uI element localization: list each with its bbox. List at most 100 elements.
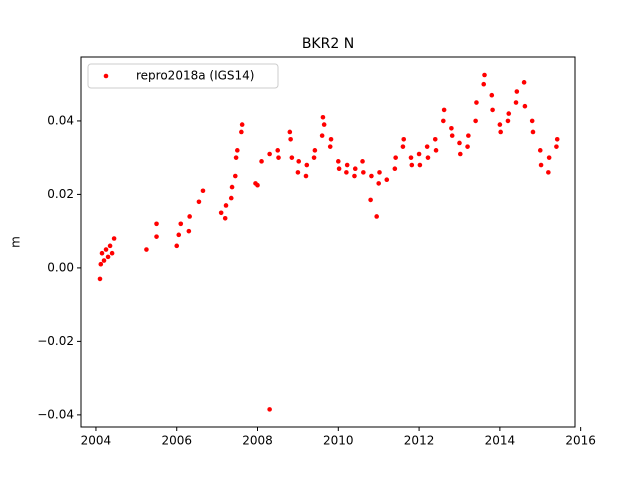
point xyxy=(218,210,224,216)
point xyxy=(361,170,366,175)
point xyxy=(103,247,109,252)
point xyxy=(474,100,479,105)
point xyxy=(465,144,470,149)
point xyxy=(449,133,455,138)
y-axis-label: m xyxy=(9,236,23,248)
legend-label: repro2018a (IGS14) xyxy=(136,69,254,83)
point xyxy=(497,122,503,127)
point xyxy=(506,111,512,116)
point xyxy=(482,72,487,78)
point xyxy=(267,151,272,157)
point xyxy=(255,182,260,188)
point xyxy=(154,234,159,239)
point xyxy=(223,203,229,208)
point xyxy=(513,100,519,105)
legend-marker xyxy=(103,73,109,79)
point xyxy=(267,407,272,412)
x-tick-label: 2006 xyxy=(161,434,192,448)
point xyxy=(457,140,462,146)
point xyxy=(97,276,103,282)
x-tick-label: 2012 xyxy=(404,434,435,448)
point xyxy=(441,107,447,113)
plot-frame xyxy=(80,56,576,428)
point xyxy=(275,148,281,153)
x-tick-label: 2014 xyxy=(485,434,516,448)
point xyxy=(196,199,202,205)
point xyxy=(537,148,543,153)
point xyxy=(289,155,295,160)
y-tick-label: 0.04 xyxy=(47,113,74,127)
point xyxy=(235,148,240,153)
chart-title: BKR2 N xyxy=(302,36,354,52)
point xyxy=(311,155,317,160)
point xyxy=(336,166,342,171)
point xyxy=(98,261,104,267)
point xyxy=(200,188,206,194)
point xyxy=(546,170,551,175)
point xyxy=(352,173,357,179)
point xyxy=(392,166,398,171)
point xyxy=(287,129,293,135)
point xyxy=(232,173,238,179)
point xyxy=(401,137,407,142)
point xyxy=(481,81,487,87)
x-tick-label: 2008 xyxy=(242,434,273,448)
point xyxy=(400,144,406,149)
point xyxy=(154,221,159,227)
point xyxy=(328,137,334,142)
point xyxy=(416,151,422,157)
point xyxy=(107,243,113,249)
point xyxy=(187,214,192,219)
x-tick-label: 2004 xyxy=(81,434,112,448)
point xyxy=(222,216,228,221)
point xyxy=(233,155,239,160)
point xyxy=(327,144,333,149)
x-tick-label: 2016 xyxy=(565,434,596,448)
point xyxy=(449,125,454,131)
legend-box xyxy=(87,63,279,89)
point xyxy=(369,173,374,179)
point xyxy=(521,80,527,85)
y-tick-label: 0.00 xyxy=(47,260,74,274)
point xyxy=(377,170,382,175)
point xyxy=(417,162,423,168)
point xyxy=(530,129,536,135)
point xyxy=(384,177,390,183)
point xyxy=(296,159,302,164)
point xyxy=(360,159,365,164)
point xyxy=(344,162,350,168)
point xyxy=(374,214,379,219)
point xyxy=(229,184,235,190)
point xyxy=(99,250,105,256)
point xyxy=(228,195,234,201)
point xyxy=(522,103,528,109)
point xyxy=(111,236,117,241)
point xyxy=(473,118,478,124)
point xyxy=(376,181,381,186)
point xyxy=(239,122,245,127)
point xyxy=(505,118,511,124)
point xyxy=(538,162,544,168)
point xyxy=(276,155,281,160)
point xyxy=(393,155,398,160)
point xyxy=(441,118,446,124)
point xyxy=(319,133,325,138)
point xyxy=(489,92,495,98)
point xyxy=(432,137,438,142)
point xyxy=(101,258,107,263)
point xyxy=(321,122,327,127)
point xyxy=(144,247,149,252)
point xyxy=(288,137,293,142)
point xyxy=(105,254,111,260)
point xyxy=(303,173,309,179)
point xyxy=(186,228,192,234)
point xyxy=(312,148,318,153)
point xyxy=(368,197,373,203)
point xyxy=(554,137,560,142)
point xyxy=(466,133,471,138)
point xyxy=(178,221,184,227)
point xyxy=(109,250,115,256)
point xyxy=(239,129,244,135)
point xyxy=(514,89,520,94)
